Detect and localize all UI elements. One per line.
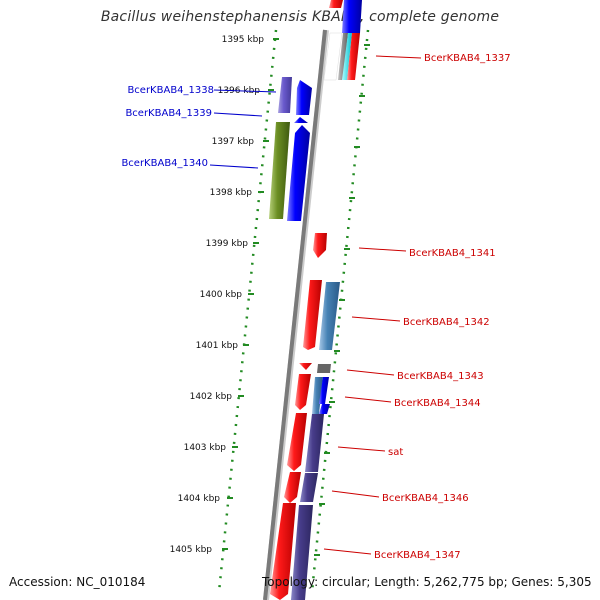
connector-1339 bbox=[213, 112, 263, 117]
gene-1337-block[interactable] bbox=[329, 0, 343, 8]
gene-1344-blue[interactable] bbox=[319, 404, 330, 414]
gene-1344-blue-upper[interactable] bbox=[319, 377, 329, 404]
connector-1341 bbox=[358, 247, 407, 252]
accession-text: Accession: NC_010184 bbox=[9, 575, 146, 589]
gene-1344-red[interactable] bbox=[295, 374, 311, 410]
connector-1342 bbox=[351, 316, 401, 322]
gene-1347-navy[interactable] bbox=[291, 505, 313, 600]
gene-1338[interactable] bbox=[278, 77, 292, 113]
gene-1339[interactable] bbox=[296, 80, 312, 115]
gene-1346-navy[interactable] bbox=[300, 473, 318, 502]
gene-1343-grey[interactable] bbox=[317, 364, 331, 373]
gene-label-1341[interactable]: BcerKBAB4_1341 bbox=[409, 248, 496, 259]
kbp-label: 1403 kbp bbox=[184, 443, 227, 453]
gene-1344-steel[interactable] bbox=[312, 377, 323, 414]
gene-label-sat[interactable]: sat bbox=[388, 447, 403, 458]
gene-1346-red[interactable] bbox=[284, 472, 301, 503]
backbone bbox=[263, 29, 327, 600]
kbp-label: 1397 kbp bbox=[212, 137, 255, 147]
connector-1343 bbox=[346, 369, 395, 376]
connector-1344 bbox=[344, 396, 392, 403]
gene-label-1338[interactable]: BcerKBAB4_1338 bbox=[127, 85, 214, 96]
connector-1340 bbox=[209, 164, 259, 169]
gene-1339-arrow[interactable] bbox=[294, 117, 308, 123]
kbp-label: 1398 kbp bbox=[210, 188, 253, 198]
gene-1347-red[interactable] bbox=[270, 503, 296, 600]
gene-1337-block[interactable] bbox=[342, 0, 362, 33]
connector-1347 bbox=[323, 548, 372, 555]
gene-label-1342[interactable]: BcerKBAB4_1342 bbox=[403, 317, 490, 328]
tick-marks bbox=[222, 38, 370, 556]
gene-1340-olive[interactable] bbox=[269, 122, 290, 219]
kbp-label: 1399 kbp bbox=[206, 239, 249, 249]
gene-sat-navy[interactable] bbox=[305, 414, 324, 472]
gene-label-1343[interactable]: BcerKBAB4_1343 bbox=[397, 371, 484, 382]
right-dotted-track bbox=[310, 29, 370, 593]
gene-sat-red[interactable] bbox=[287, 413, 307, 471]
gene-label-1347[interactable]: BcerKBAB4_1347 bbox=[374, 550, 461, 561]
gene-1340-blue[interactable] bbox=[287, 125, 310, 221]
connector-sat bbox=[337, 446, 386, 452]
gene-label-1344[interactable]: BcerKBAB4_1344 bbox=[394, 398, 481, 409]
gene-1337-block[interactable] bbox=[342, 33, 352, 80]
kbp-label: 1402 kbp bbox=[190, 392, 233, 402]
topology-text: Topology: circular; Length: 5,262,775 bp… bbox=[262, 575, 592, 589]
gene-1342-steel[interactable] bbox=[319, 282, 340, 350]
connector-1338 bbox=[213, 89, 277, 93]
gene-1337-block[interactable] bbox=[338, 33, 348, 80]
gene-label-1340[interactable]: BcerKBAB4_1340 bbox=[121, 158, 208, 169]
connector-1337 bbox=[375, 55, 422, 59]
kbp-label: 1400 kbp bbox=[200, 290, 243, 300]
gene-label-1339[interactable]: BcerKBAB4_1339 bbox=[125, 108, 212, 119]
kbp-label: 1405 kbp bbox=[170, 545, 213, 555]
kbp-label: 1395 kbp bbox=[222, 35, 265, 45]
kbp-label: 1404 kbp bbox=[178, 494, 221, 504]
kbp-label: 1401 kbp bbox=[196, 341, 239, 351]
gene-1337-block bbox=[323, 32, 343, 81]
gene-label-1346[interactable]: BcerKBAB4_1346 bbox=[382, 493, 469, 504]
genome-title: Bacillus weihenstephanensis KBAB4, compl… bbox=[100, 9, 500, 25]
connector-1346 bbox=[331, 490, 380, 498]
gene-1342-red[interactable] bbox=[303, 280, 322, 350]
gene-1341[interactable] bbox=[313, 233, 327, 258]
gene-label-1337[interactable]: BcerKBAB4_1337 bbox=[424, 53, 511, 64]
gene-1343-arrow[interactable] bbox=[299, 363, 312, 370]
gene-1337-block[interactable] bbox=[347, 33, 360, 80]
